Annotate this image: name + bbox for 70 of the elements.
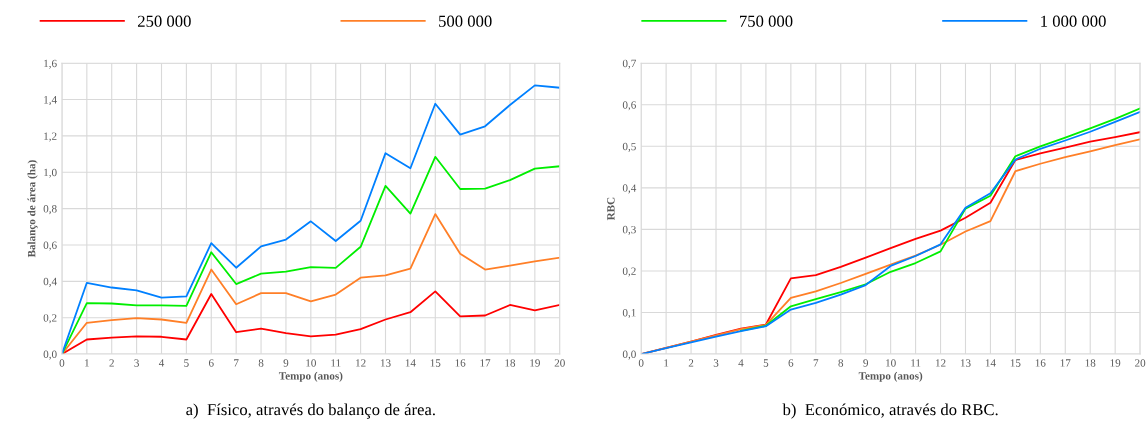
x-tick-label: 2 [688, 359, 694, 367]
text: a) Físico, através do balanço de área. [186, 403, 435, 419]
x-tick-label: 0 [59, 359, 65, 367]
legend-label: 500 000 [439, 15, 492, 27]
x-tick-label: 1 [664, 359, 669, 367]
x-tick-label: 4 [158, 359, 165, 367]
line-series [740, 107, 1141, 332]
x-tick-label: 8 [258, 359, 264, 367]
x-tick-label: 15 [1010, 359, 1021, 367]
x-tick-label: 9 [283, 359, 289, 367]
x-tick-label: 1 [85, 359, 89, 367]
y-axis-title: Balanço de área (ha) [27, 160, 38, 258]
x-tick-label: 3 [134, 359, 139, 367]
x-tick-label: 17 [480, 359, 491, 367]
y-tick-label: 0,0 [622, 350, 636, 360]
x-tick-label: 15 [430, 359, 441, 367]
x-tick-label: 6 [208, 359, 214, 367]
x-tick-label: 10 [886, 359, 896, 367]
legend-label: 750 000 [740, 15, 793, 27]
x-tick-label: 14 [405, 359, 416, 367]
x-tick-label: 19 [1110, 359, 1121, 367]
x-tick-label: 12 [356, 359, 366, 367]
x-tick-label: 20 [1135, 359, 1146, 367]
x-tick-label: 20 [554, 359, 565, 367]
legend-label: 1 000 000 [1041, 15, 1106, 27]
x-tick-label: 9 [863, 359, 869, 367]
y-tick-label: 0,6 [43, 241, 57, 251]
x-tick-label: 0 [638, 359, 644, 367]
y-tick-label: 0,7 [622, 59, 636, 69]
y-tick-label: 0,4 [43, 277, 57, 287]
y-tick-label: 0,8 [43, 205, 57, 215]
x-tick-label: 3 [713, 359, 719, 367]
x-tick-label: 4 [738, 359, 744, 367]
y-tick-label: 0,0 [43, 350, 57, 360]
x-tick-label: 16 [1035, 359, 1046, 367]
x-tick-label: 18 [505, 359, 516, 367]
x-tick-label: 12 [935, 359, 946, 367]
x-tick-label: 8 [838, 359, 844, 367]
y-tick-label: 0,5 [622, 142, 636, 152]
x-tick-label: 13 [380, 359, 391, 367]
text: b) Económico, através do RBC. [782, 403, 998, 419]
x-tick-label: 5 [184, 359, 189, 367]
x-tick-label: 5 [763, 359, 769, 367]
y-tick-label: 1,6 [44, 59, 57, 69]
x-tick-label: 7 [813, 359, 819, 367]
x-tick-label: 11 [911, 359, 921, 367]
y-tick-label: 1,0 [44, 168, 57, 178]
y-tick-label: 0,2 [622, 267, 636, 277]
y-tick-label: 1,4 [44, 96, 57, 106]
y-tick-label: 0,4 [622, 184, 637, 194]
y-tick-label: 0,1 [622, 308, 636, 319]
x-tick-label: 16 [455, 359, 466, 367]
x-axis-title: Tempo (anos) [858, 371, 923, 382]
y-tick-label: 1,2 [44, 132, 57, 142]
legend-label: 250 000 [137, 15, 191, 27]
y-axis-title: RBC [607, 197, 615, 221]
x-axis-title: Tempo (anos) [278, 371, 343, 382]
x-tick-label: 18 [1085, 359, 1096, 367]
x-tick-label: 14 [985, 359, 996, 367]
x-tick-label: 13 [960, 359, 971, 367]
x-tick-label: 11 [331, 359, 341, 367]
y-tick-label: 0,3 [622, 225, 636, 235]
x-tick-label: 19 [530, 359, 540, 367]
y-tick-label: 0,6 [622, 101, 636, 111]
x-tick-label: 17 [1060, 359, 1071, 367]
y-tick-label: 0,2 [43, 314, 57, 324]
x-tick-label: 2 [109, 359, 114, 367]
x-tick-label: 7 [234, 359, 239, 367]
x-tick-label: 6 [788, 359, 794, 367]
x-tick-label: 10 [306, 359, 316, 367]
